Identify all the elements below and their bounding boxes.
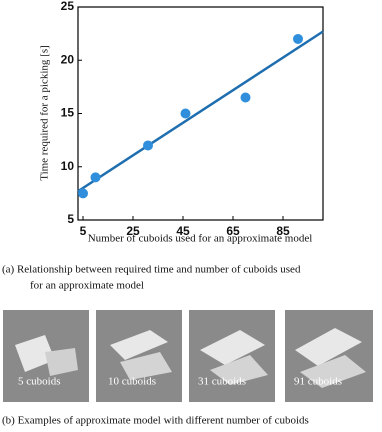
data-point — [143, 140, 153, 151]
cuboid-shape — [295, 328, 362, 366]
data-point — [240, 92, 251, 103]
cuboid-shape — [45, 348, 78, 376]
data-point — [78, 188, 88, 199]
caption-a-line1: (a) Relationship between required time a… — [2, 264, 301, 276]
cuboid-shape — [110, 330, 168, 360]
y-tick-label: 20 — [61, 52, 75, 66]
x-tick-label: 45 — [176, 224, 190, 238]
cuboid-shape — [300, 355, 366, 388]
data-point — [90, 172, 101, 183]
data-point — [180, 108, 191, 119]
caption-b: (b) Examples of approximate model with d… — [2, 415, 309, 427]
image-label: 91 cuboids — [294, 376, 342, 388]
image-label: 5 cuboids — [18, 376, 60, 388]
y-tick-label: 5 — [67, 212, 74, 226]
image-label: 31 cuboids — [198, 376, 246, 388]
photo-panel — [3, 310, 373, 402]
x-tick-label: 65 — [226, 224, 240, 238]
x-axis-label: Number of cuboids used for an approximat… — [88, 233, 313, 245]
image-label: 10 cuboids — [108, 376, 156, 388]
y-tick-label: 15 — [61, 106, 75, 120]
caption-a-line2: for an approximate model — [30, 280, 144, 292]
y-axis-label: Time required for a picking [s] — [39, 45, 51, 181]
trend-line — [77, 30, 324, 193]
data-point — [293, 33, 303, 44]
y-tick-label: 25 — [61, 0, 75, 13]
cuboid-shape — [210, 355, 268, 385]
cuboid-shape — [120, 352, 172, 380]
y-tick-label: 10 — [61, 159, 75, 173]
x-tick-label: 25 — [126, 224, 140, 238]
plot-frame — [77, 6, 324, 221]
cuboid-shape — [15, 335, 55, 372]
x-tick-label: 5 — [80, 224, 87, 238]
photo — [96, 310, 182, 402]
cuboid-shape — [200, 330, 265, 365]
x-tick-label: 85 — [276, 224, 290, 238]
